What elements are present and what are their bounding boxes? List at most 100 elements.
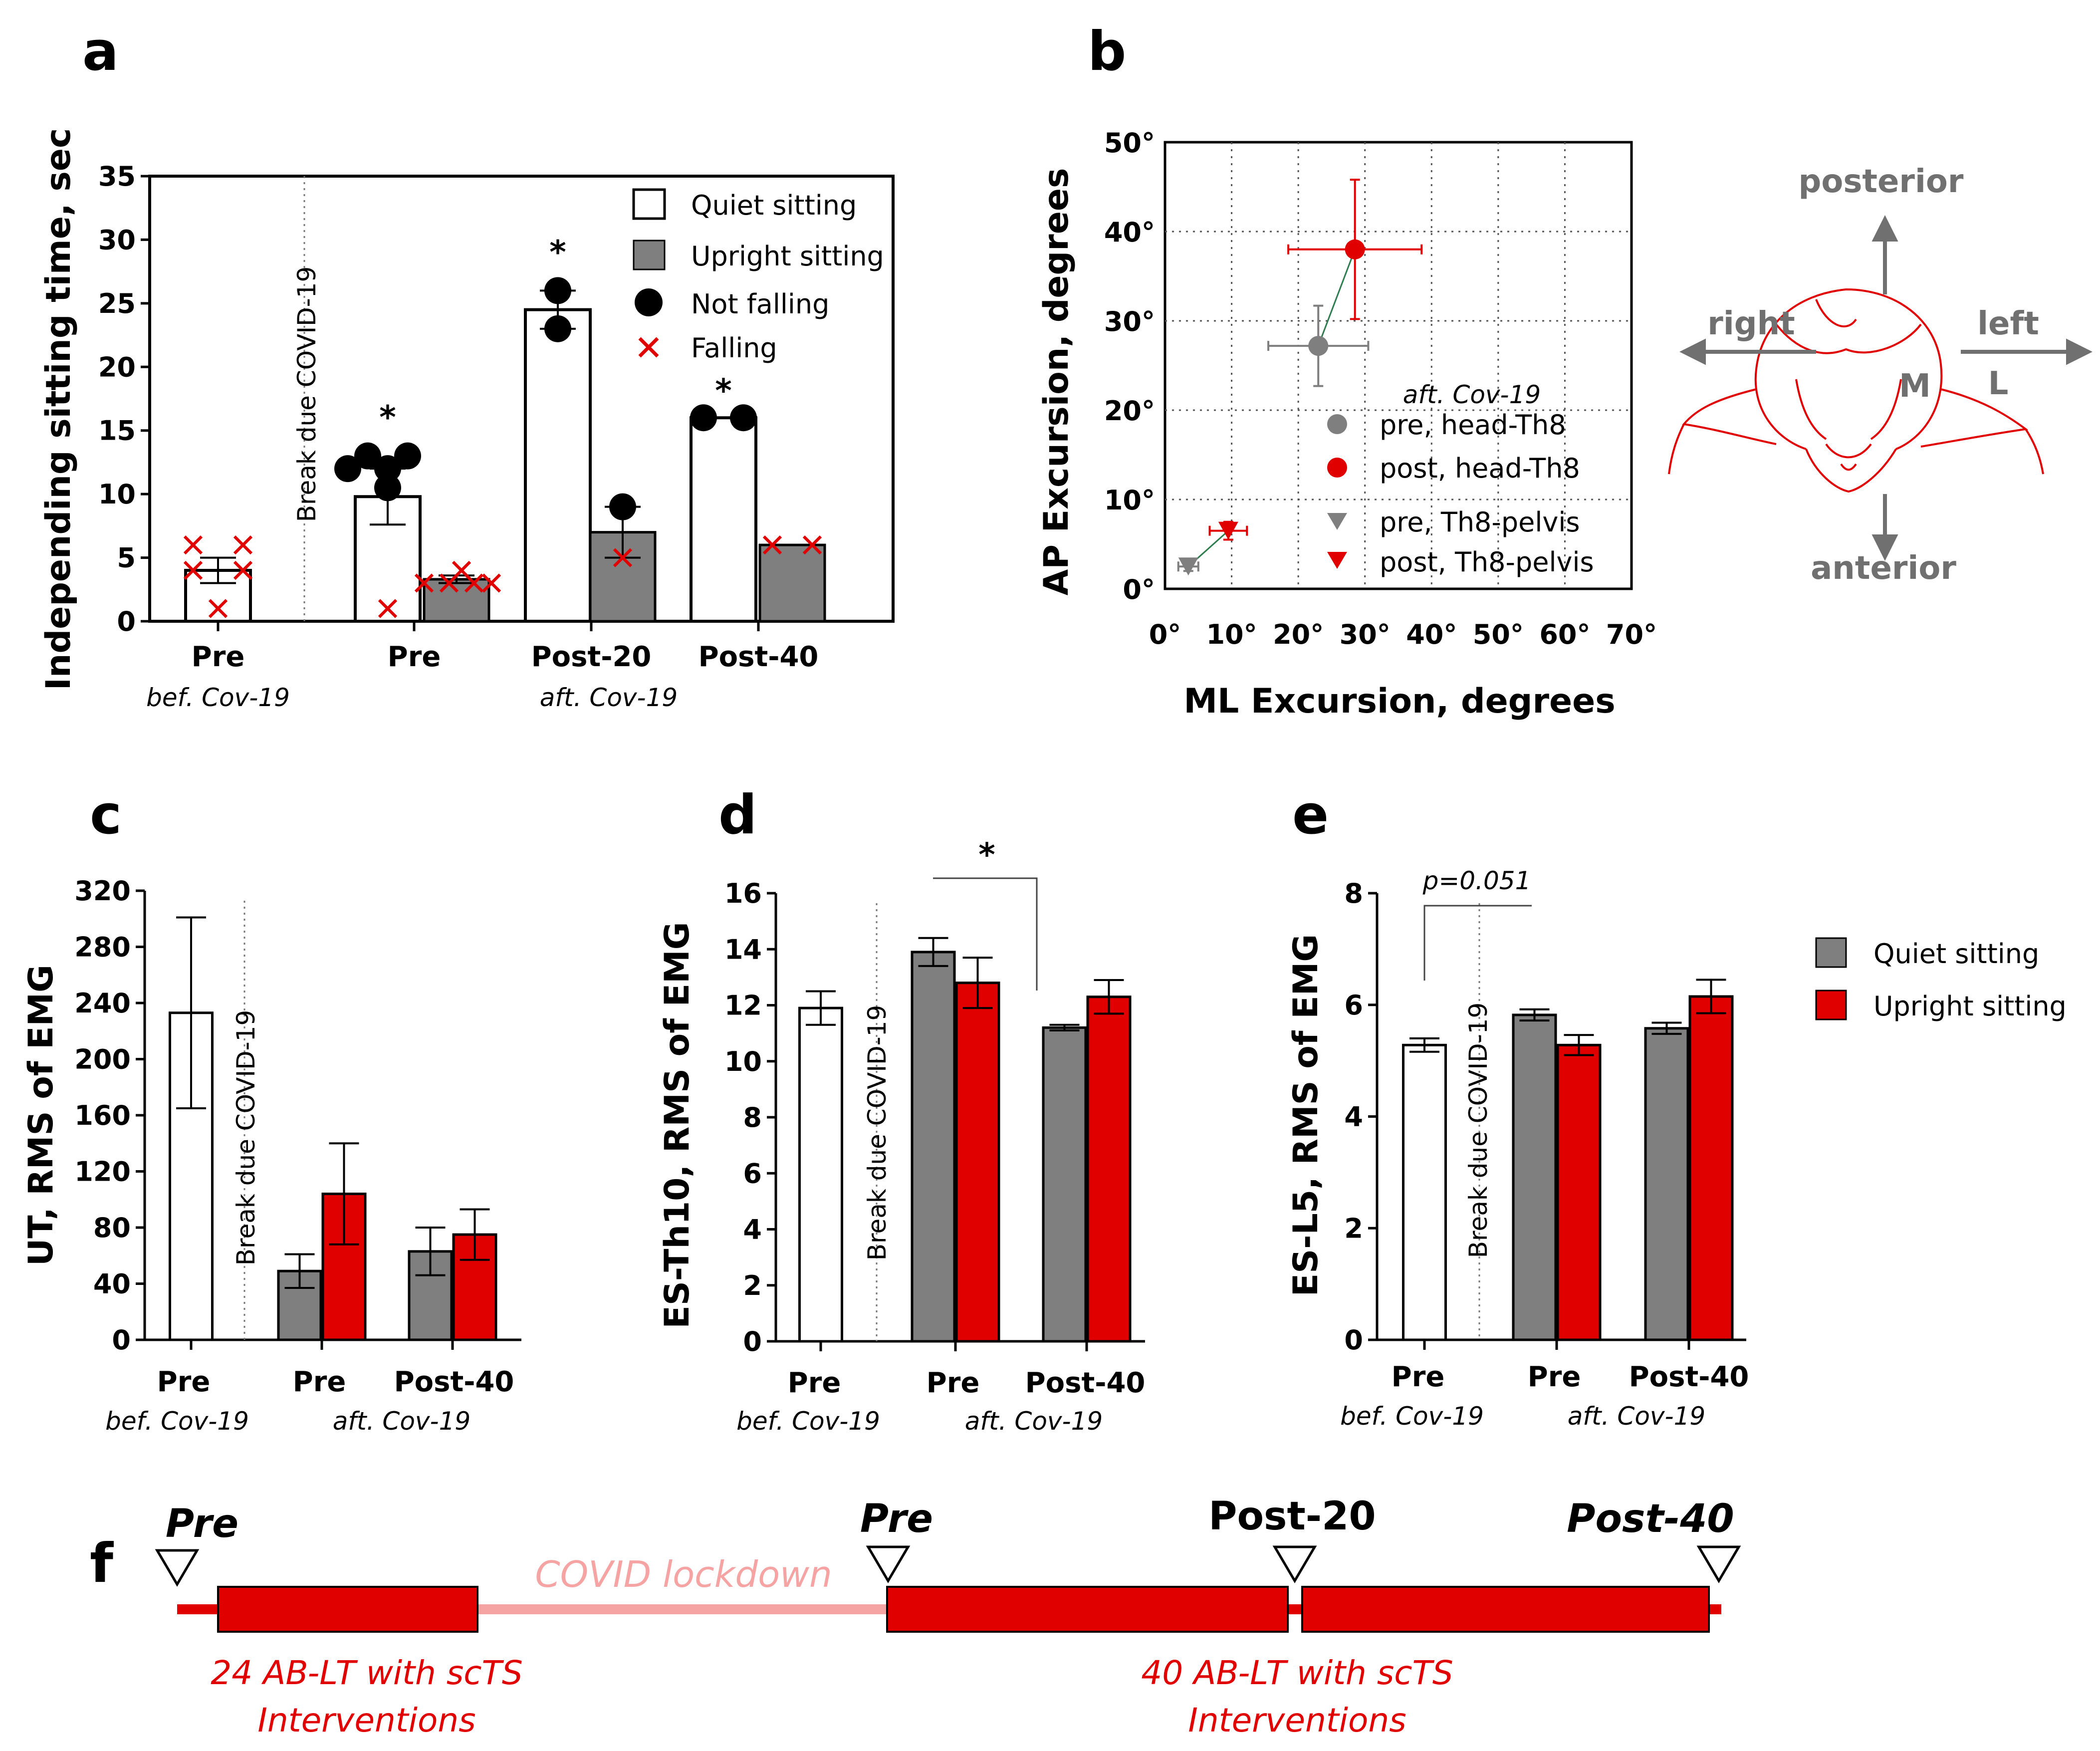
- panel-c-cat-1: Pre: [293, 1366, 346, 1398]
- panel-c-period-1: aft. Cov-19: [333, 1407, 470, 1436]
- legend-quiet-label: Quiet sitting: [691, 190, 857, 221]
- panel-d-y-tick-label: 16: [724, 878, 762, 909]
- panel-c-y-tick-label: 200: [74, 1044, 131, 1075]
- point-falling: [414, 573, 434, 593]
- legend-upright-label: Upright sitting: [691, 241, 884, 272]
- significance-star: *: [379, 400, 396, 437]
- panel-c-y-tick-label: 160: [74, 1100, 131, 1131]
- panel-a-y-tick-label: 20: [98, 351, 136, 383]
- point-falling: [233, 560, 253, 580]
- panel-b-y-tick-label: 0°: [1123, 574, 1155, 605]
- panel-label-f: f: [90, 1532, 114, 1595]
- panel-b-y-tick-label: 30°: [1104, 306, 1155, 337]
- panel-a-y-tick-label: 10: [98, 479, 136, 510]
- panel-a-y-tick-label: 5: [117, 542, 136, 574]
- legend-pre-pelvis-marker: [1327, 513, 1347, 530]
- bar-quiet-sitting: [1512, 1013, 1557, 1341]
- panel-label-a: a: [82, 20, 119, 83]
- panel-b-x-tick-label: 10°: [1206, 619, 1257, 650]
- timeline-label-pre-1: Pre: [166, 1501, 238, 1546]
- point-falling: [208, 599, 228, 618]
- panel-e-y-tick-label: 6: [1344, 990, 1363, 1021]
- point-not-falling: [544, 277, 571, 304]
- panel-e-cat-0: Pre: [1392, 1361, 1445, 1393]
- data-point-post-Th8-pelvis: [1218, 521, 1238, 540]
- point-falling: [802, 535, 822, 555]
- panel-a-period-0: bef. Cov-19: [146, 683, 290, 712]
- panel-b-x-tick-label: 30°: [1340, 619, 1391, 650]
- point-not-falling: [354, 442, 381, 470]
- panel-d-y-tick-label: 4: [743, 1214, 762, 1246]
- timeline-label-post-20: Post-20: [1208, 1494, 1376, 1539]
- panel-b-y-tick-label: 40°: [1104, 217, 1155, 248]
- panel-b-legend-title: aft. Cov-19: [1403, 380, 1541, 409]
- legend-pre-pelvis-label: pre, Th8-pelvis: [1380, 506, 1580, 538]
- timeline-marker-pre-2: [866, 1545, 911, 1583]
- point-falling: [452, 560, 471, 580]
- timeline-label-post-40: Post-40: [1567, 1497, 1734, 1541]
- panel-e-y-tick-label: 2: [1344, 1213, 1363, 1244]
- bar-upright-sitting: [1086, 996, 1132, 1343]
- panel-d-cat-2: Post-40: [1025, 1367, 1146, 1399]
- emg-legend-quiet-swatch: [1815, 937, 1847, 968]
- panel-e-cat-2: Post-40: [1629, 1361, 1749, 1393]
- panel-e-significance: p=0.051: [1422, 866, 1531, 895]
- timeline-block-2: [886, 1586, 1289, 1633]
- legend-post-head-label: post, head-Th8: [1380, 453, 1580, 484]
- point-falling: [378, 599, 398, 618]
- bar-upright-sitting: [955, 982, 1000, 1343]
- point-not-falling: [690, 404, 717, 432]
- point-falling: [233, 535, 253, 555]
- panel-a-cat-1: Pre: [388, 641, 441, 673]
- panel-d-chart: 0 2 4 6 8 10 12 14 16: [724, 877, 1145, 1357]
- panel-c-y-tick-label: 80: [93, 1212, 131, 1244]
- panel-d-significance-bracket: [933, 877, 1038, 991]
- timeline-block1-line1: 24 AB-LT with scTS: [211, 1654, 523, 1692]
- label-anterior: anterior: [1811, 550, 1956, 587]
- legend-post-pelvis-label: post, Th8-pelvis: [1380, 546, 1594, 578]
- legend-not-falling-marker: [635, 288, 663, 316]
- connector-head: [1317, 249, 1356, 346]
- panel-a-chart: 0 5 10 15 20 25 30 35 * * *: [98, 161, 895, 637]
- legend-pre-head-label: pre, head-Th8: [1380, 409, 1566, 441]
- bar-quiet-sitting: [690, 416, 757, 623]
- panel-c-chart: 0 40 80 120 160 200 240 280 320: [74, 875, 521, 1356]
- legend-quiet-swatch: [632, 188, 666, 220]
- timeline-marker-pre-1: [155, 1549, 200, 1587]
- panel-b-frame: [1164, 141, 1633, 590]
- panel-label-b: b: [1088, 20, 1126, 83]
- point-not-falling: [544, 315, 571, 342]
- panel-c-y-label: UT, RMS of EMG: [21, 965, 61, 1266]
- panel-e-y-label: ES-L5, RMS of EMG: [1286, 934, 1326, 1296]
- panel-e-cat-1: Pre: [1528, 1361, 1581, 1393]
- bar-upright-sitting: [423, 578, 490, 623]
- point-falling: [481, 573, 501, 593]
- panel-b-y-tick-label: 20°: [1104, 395, 1155, 427]
- timeline-block-1: [217, 1586, 478, 1633]
- panel-d-period-0: bef. Cov-19: [736, 1407, 880, 1436]
- panel-d-y-tick-label: 14: [724, 934, 762, 965]
- bar-upright-sitting: [758, 543, 826, 623]
- label-l: L: [1988, 365, 2009, 402]
- significance-star: *: [549, 234, 566, 271]
- panel-b-x-tick-label: 0°: [1149, 619, 1181, 650]
- legend-not-falling-label: Not falling: [691, 288, 829, 320]
- panel-e-period-1: aft. Cov-19: [1568, 1402, 1705, 1431]
- point-not-falling: [374, 474, 401, 501]
- head-outline: [1668, 288, 2044, 493]
- emg-legend-upright-swatch: [1815, 990, 1847, 1020]
- point-falling: [613, 548, 633, 567]
- point-not-falling: [609, 493, 636, 520]
- bar-upright-sitting: [1688, 995, 1734, 1341]
- panel-a-period-1: aft. Cov-19: [540, 683, 678, 712]
- head-diagram: posterior anterior right left M L: [1668, 163, 2093, 587]
- panel-a-cat-3: Post-40: [699, 641, 819, 673]
- panel-label-c: c: [90, 784, 122, 846]
- panel-b-x-label: ML Excursion, degrees: [1183, 682, 1615, 721]
- panel-a-y-tick-label: 0: [117, 606, 136, 637]
- point-falling: [762, 535, 782, 555]
- legend-post-head-marker: [1327, 458, 1347, 478]
- timeline-marker-post-40: [1696, 1545, 1741, 1583]
- bar-upright-sitting: [321, 1193, 367, 1341]
- panel-d-y-label: ES-Th10, RMS of EMG: [658, 922, 697, 1328]
